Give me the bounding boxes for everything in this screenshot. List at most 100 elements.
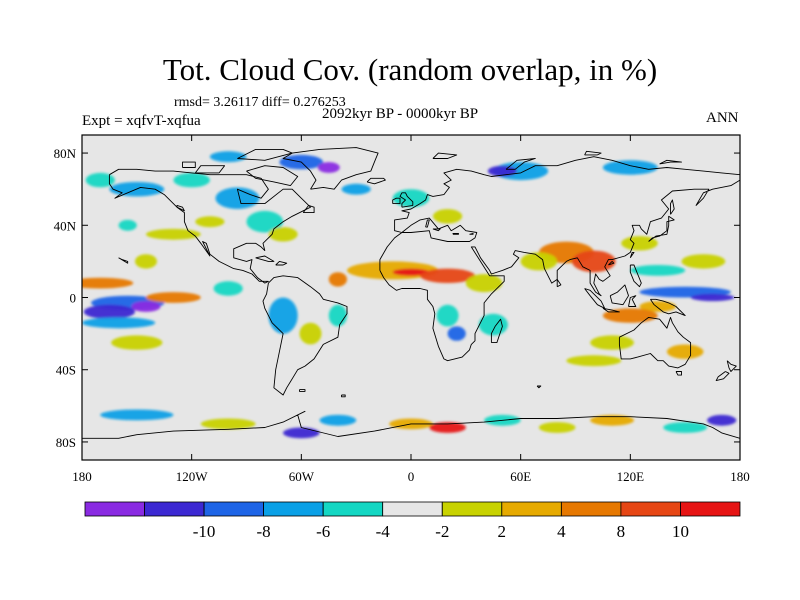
anomaly-patch: [328, 272, 347, 287]
coastline-falklands: [299, 389, 306, 392]
colorbar-swatch: [382, 501, 443, 517]
lon-tick-label: 120W: [176, 469, 209, 484]
anomaly-patch: [666, 344, 704, 359]
colorbar-label: -4: [376, 522, 391, 541]
anomaly-patch: [681, 254, 726, 269]
coastline-cyprus: [469, 232, 474, 235]
time-period-label: 2092kyr BP - 0000kyr BP: [322, 106, 479, 122]
colorbar-label: -8: [257, 522, 271, 541]
anomaly-patch: [602, 160, 658, 175]
colorbar-label: -10: [193, 522, 216, 541]
colorbar-swatch: [501, 501, 562, 517]
colorbar-label: 2: [498, 522, 507, 541]
coastline-sulawesi: [628, 295, 637, 307]
anomaly-patch: [195, 216, 225, 228]
anomaly-patch: [566, 355, 622, 367]
coastline-novaya-zemlya: [505, 158, 536, 170]
lon-tick-label: 0: [408, 469, 415, 484]
experiment-label: Expt = xqfvT-xqfua: [82, 113, 201, 129]
lon-tick-label: 60E: [510, 469, 531, 484]
coastline-ellesmere: [237, 148, 293, 161]
coastline-cuba: [255, 255, 275, 262]
colorbar-swatch: [84, 501, 145, 517]
anomaly-patch: [146, 292, 201, 303]
anomaly-patch: [590, 335, 634, 350]
colorbar-swatch: [263, 501, 324, 517]
anomaly-patch: [328, 304, 347, 327]
coastline-new-zealand-south: [715, 371, 730, 382]
lat-tick-label: 0: [70, 291, 77, 306]
anomaly-patch: [341, 183, 371, 195]
lon-tick-label: 120E: [617, 469, 645, 484]
anomaly-patch: [538, 422, 576, 433]
anomaly-patch: [690, 293, 735, 302]
coastline-madagascar: [490, 318, 503, 344]
coastline-new-zealand-north: [726, 360, 737, 372]
coastline-victoria: [194, 165, 226, 174]
coastline-sakhalin: [670, 199, 675, 215]
anomaly-patch: [707, 414, 737, 426]
coastline-australia: [618, 316, 692, 369]
coastline-greenland: [282, 147, 379, 190]
coastline-banks: [182, 161, 196, 168]
rmsd-diff-stats: rmsd= 3.26117 diff= 0.276253: [174, 95, 346, 110]
anomaly-patch: [571, 250, 616, 273]
coastline-sri-lanka: [556, 278, 562, 288]
anomaly-patch: [82, 277, 134, 289]
anomaly-patch: [436, 304, 459, 327]
colorbar-swatch: [322, 501, 384, 517]
anomaly-patch: [268, 297, 298, 334]
coastline-new-guinea: [650, 298, 686, 317]
coastline-vancouver: [176, 204, 185, 212]
coastline-borneo: [609, 284, 629, 306]
coastline-iceland: [366, 177, 386, 185]
anomaly-patch: [268, 227, 298, 242]
coastline-north-america: [108, 168, 311, 284]
map-title: Tot. Cloud Cov. (random overlap, in %): [162, 52, 658, 87]
anomaly-patch: [630, 265, 686, 276]
coastline-svalbard: [432, 152, 458, 159]
anomaly-patch: [392, 268, 430, 276]
lat-tick-label: 80S: [56, 435, 76, 450]
coastline-java: [602, 307, 620, 313]
map-axes: 180 120W 60W 0 60E 120E 180 80N 40N 0 40S 80S: [54, 135, 750, 484]
lon-tick-label: 180: [72, 469, 92, 484]
colorbar-swatch: [680, 501, 741, 517]
colorbar-swatch: [561, 501, 622, 517]
colorbar-label: 4: [557, 522, 566, 541]
coastline-hispaniola: [275, 260, 288, 266]
season-label: ANN: [706, 110, 739, 126]
coastline-antarctica: [82, 410, 740, 439]
coastline-sicily: [432, 228, 441, 232]
anomaly-patch: [118, 219, 137, 231]
lat-tick-label: 40N: [54, 218, 77, 233]
colorbar-swatch: [441, 501, 503, 517]
coastline-africa-eurasia: [379, 156, 740, 362]
anomaly-patch: [319, 414, 357, 426]
anomaly-patch: [447, 326, 466, 341]
coastline-hainan: [608, 260, 615, 266]
anomaly-patch: [639, 301, 677, 312]
coastline-sardinia-corsica: [425, 219, 430, 228]
coastlines: [82, 147, 740, 439]
anomaly-patch: [299, 322, 322, 345]
coastline-tasmania: [675, 371, 682, 376]
anomaly-patch: [283, 427, 320, 439]
anomaly-patch: [590, 414, 634, 426]
lat-tick-label: 80N: [54, 146, 77, 161]
anomaly-patch: [111, 335, 163, 350]
anomaly-patch: [209, 151, 247, 163]
coastline-south-georgia: [341, 394, 346, 398]
coastline-kerguelen: [536, 385, 542, 389]
colorbar-label: -2: [435, 522, 449, 541]
coastline-crete: [452, 232, 459, 235]
coastline-new-siberian: [659, 159, 682, 165]
coastline-hawaii: [118, 257, 129, 264]
anomaly-patch: [100, 409, 174, 421]
coastline-japan: [648, 215, 675, 242]
colorbar-label: 10: [672, 522, 689, 541]
anomaly-patch: [433, 209, 463, 224]
anomaly-patch: [146, 228, 201, 240]
anomaly-patch: [82, 317, 156, 329]
